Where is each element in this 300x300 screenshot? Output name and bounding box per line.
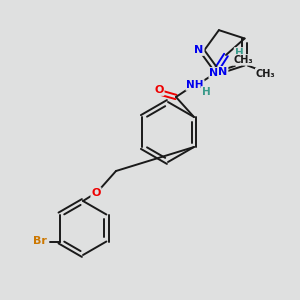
Text: NH: NH: [186, 80, 204, 90]
Text: N: N: [209, 68, 219, 78]
Text: CH₃: CH₃: [256, 68, 275, 79]
Text: N: N: [218, 67, 227, 77]
Text: Br: Br: [33, 236, 46, 247]
Text: H: H: [235, 48, 243, 58]
Text: N: N: [194, 45, 204, 55]
Text: O: O: [91, 188, 101, 198]
Text: H: H: [202, 87, 210, 97]
Text: O: O: [154, 85, 164, 95]
Text: CH₃: CH₃: [233, 55, 253, 65]
